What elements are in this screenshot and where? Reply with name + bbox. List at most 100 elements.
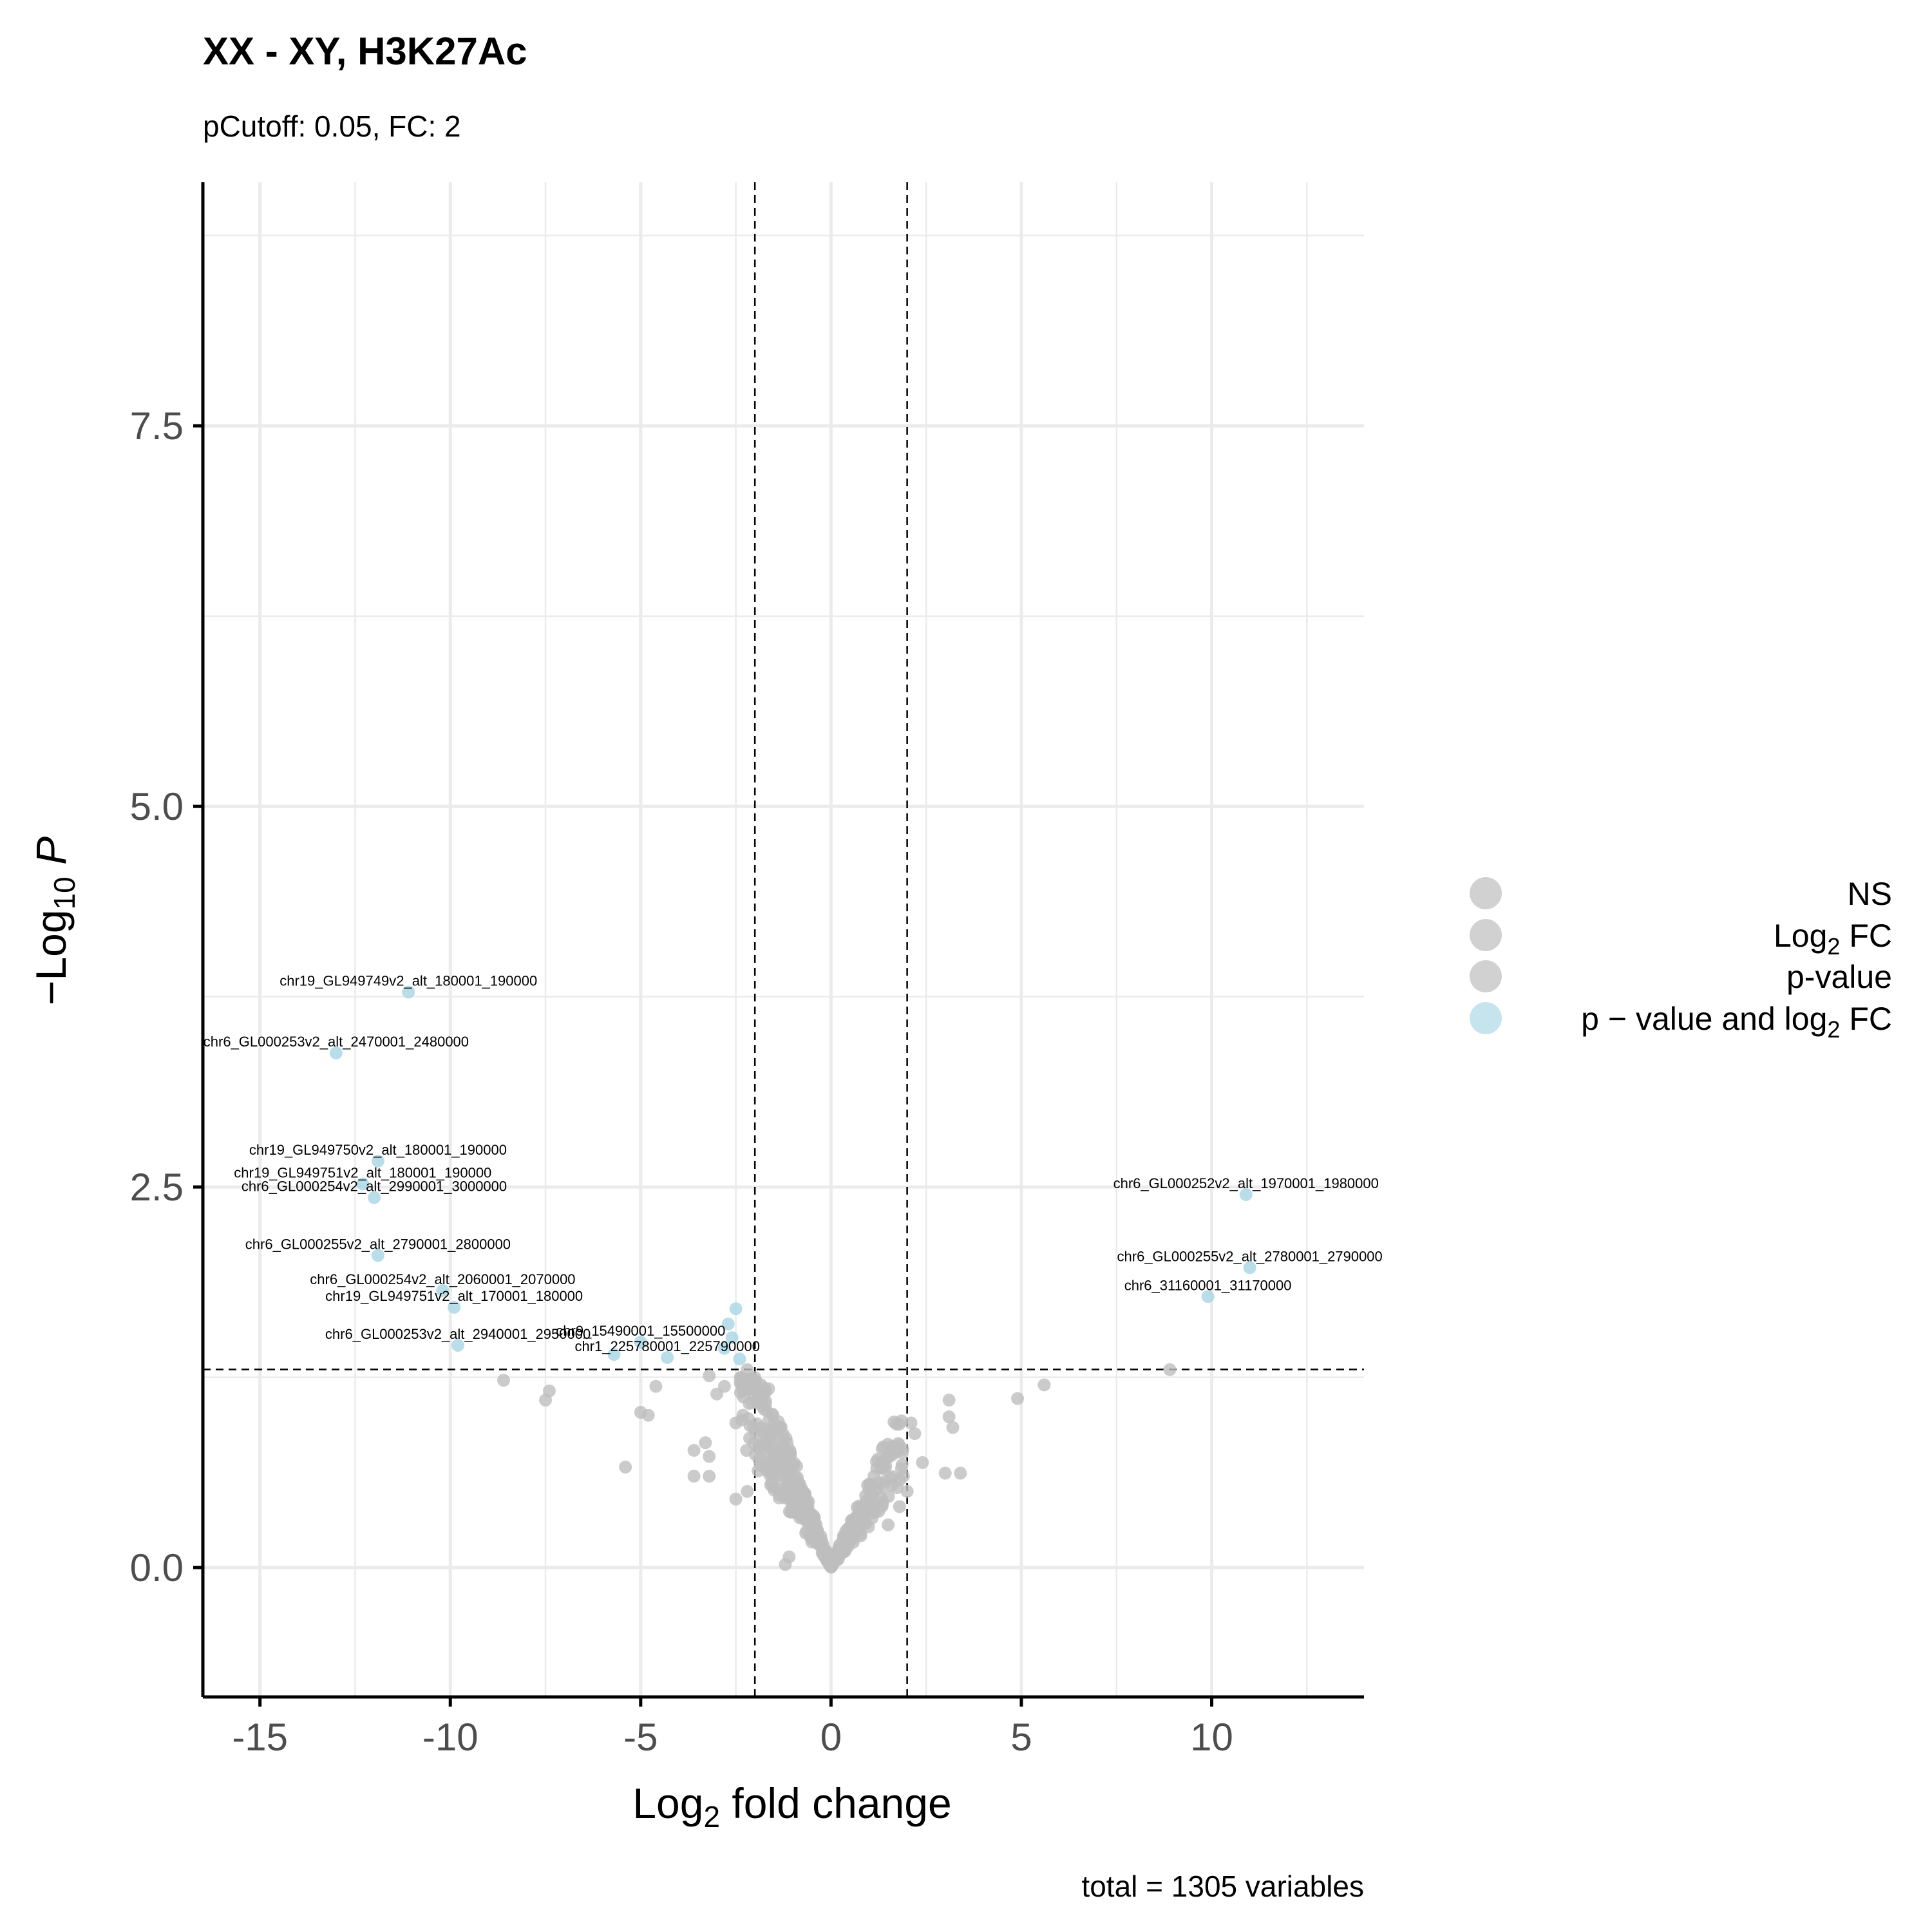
ns-point — [729, 1492, 743, 1506]
chart-title: XX - XY, H3K27Ac — [203, 30, 527, 73]
x-axis-title: Log2 fold change — [632, 1779, 951, 1833]
legend-label: p-value — [1786, 959, 1892, 995]
ns-point — [779, 1558, 792, 1571]
ns-point — [900, 1484, 914, 1498]
y-axis-title-text: −Log — [27, 909, 75, 1005]
x-axis-title-text: fold change — [720, 1779, 952, 1827]
ns-point — [942, 1410, 956, 1424]
ns-point — [831, 1546, 845, 1559]
ns-point — [858, 1501, 871, 1514]
ns-point — [938, 1466, 952, 1480]
ns-point — [762, 1382, 775, 1396]
point-label: chr9_15490001_15500000 — [556, 1323, 725, 1339]
x-tick-label: -15 — [232, 1716, 288, 1759]
significant-point — [729, 1302, 743, 1316]
significant-point — [368, 1191, 381, 1204]
ns-point — [767, 1417, 781, 1431]
ns-point — [908, 1427, 922, 1441]
x-axis-title-sub: 2 — [703, 1800, 720, 1833]
chart-subtitle: pCutoff: 0.05, FC: 2 — [203, 109, 461, 143]
ns-point — [1011, 1392, 1025, 1405]
point-label: chr6_GL000255v2_alt_2780001_2790000 — [1117, 1248, 1383, 1264]
ns-point — [844, 1519, 858, 1532]
ns-point — [703, 1369, 716, 1383]
legend-key-pvalue — [1470, 960, 1502, 992]
ns-point — [895, 1414, 908, 1428]
significant-point — [371, 1249, 384, 1262]
ns-point — [766, 1407, 779, 1421]
significant-point — [436, 1283, 450, 1297]
ns-point — [875, 1455, 888, 1469]
ns-point — [895, 1458, 909, 1472]
ns-point — [748, 1448, 762, 1461]
ns-point — [710, 1387, 724, 1401]
significant-point — [356, 1177, 370, 1191]
legend-label-sub: 2 — [1827, 1016, 1840, 1043]
legend-key-NS — [1470, 877, 1502, 909]
ns-point — [703, 1450, 716, 1463]
y-tick-label: 5.0 — [130, 785, 184, 828]
significant-point — [1243, 1261, 1256, 1274]
ns-point — [861, 1479, 875, 1492]
ns-point — [703, 1470, 716, 1483]
point-label: chr6_GL000253v2_alt_2940001_2950000 — [325, 1326, 591, 1342]
ns-point — [820, 1553, 833, 1567]
point-label: chr6_GL000252v2_alt_1970001_1980000 — [1113, 1175, 1379, 1191]
ns-point — [759, 1437, 773, 1450]
legend-label-text: FC — [1840, 918, 1892, 954]
point-label: chr1_225780001_225790000 — [574, 1338, 760, 1354]
significant-point — [329, 1046, 343, 1060]
ns-point — [687, 1470, 701, 1483]
ns-point — [859, 1489, 873, 1502]
ns-point — [699, 1436, 712, 1450]
ns-point — [734, 1377, 748, 1390]
ns-point — [916, 1455, 929, 1469]
ns-point — [497, 1374, 511, 1387]
legend-label: Log2 FC — [1774, 918, 1892, 960]
ns-point — [768, 1464, 781, 1477]
y-axis-title: −Log10 P — [27, 837, 81, 1005]
legend-label-text: p-value — [1786, 959, 1892, 995]
x-tick-label: 5 — [1010, 1716, 1032, 1759]
y-axis-title-text: P — [27, 837, 75, 876]
ns-point — [741, 1484, 754, 1498]
y-tick-label: 0.0 — [130, 1546, 184, 1589]
ns-point — [687, 1444, 701, 1457]
point-label: chr19_GL949751v2_alt_180001_190000 — [234, 1164, 491, 1180]
caption: total = 1305 variables — [1081, 1870, 1364, 1903]
point-label: chr19_GL949749v2_alt_180001_190000 — [279, 973, 537, 989]
ns-point — [779, 1432, 793, 1445]
y-tick-label: 7.5 — [130, 404, 184, 448]
ns-point — [946, 1421, 960, 1434]
x-axis-title-text: Log — [632, 1779, 703, 1827]
significant-point — [725, 1331, 739, 1345]
ns-point — [810, 1531, 824, 1544]
ns-point — [762, 1448, 776, 1461]
significant-point — [733, 1352, 746, 1366]
ns-point — [884, 1472, 897, 1485]
y-axis-title-sub: 10 — [48, 876, 81, 909]
legend-label-text: FC — [1840, 1001, 1892, 1037]
ns-point — [783, 1443, 797, 1457]
x-tick-label: 10 — [1190, 1716, 1233, 1759]
ns-point — [798, 1496, 811, 1510]
legend-label-text: Log — [1774, 918, 1827, 954]
point-labels: chr19_GL949749v2_alt_180001_190000 chr6_G… — [204, 973, 1383, 1354]
significant-point — [448, 1300, 461, 1314]
legend-key-log2fc — [1470, 919, 1502, 951]
ns-point — [1163, 1363, 1177, 1376]
ns-point — [893, 1500, 906, 1513]
ns-point — [954, 1466, 967, 1480]
significant-point — [451, 1338, 465, 1352]
ns-point — [882, 1518, 895, 1531]
legend-label-text: p − value and log — [1581, 1001, 1827, 1037]
point-label: chr6_GL000255v2_alt_2790001_2800000 — [245, 1236, 511, 1252]
ns-point — [1037, 1378, 1051, 1392]
significant-points — [329, 985, 1256, 1366]
ns-point — [750, 1394, 764, 1408]
ns-point — [779, 1488, 792, 1501]
ns-point — [641, 1408, 655, 1422]
legend-key-both — [1470, 1002, 1502, 1034]
point-label: chr6_GL000254v2_alt_2060001_2070000 — [310, 1271, 575, 1287]
